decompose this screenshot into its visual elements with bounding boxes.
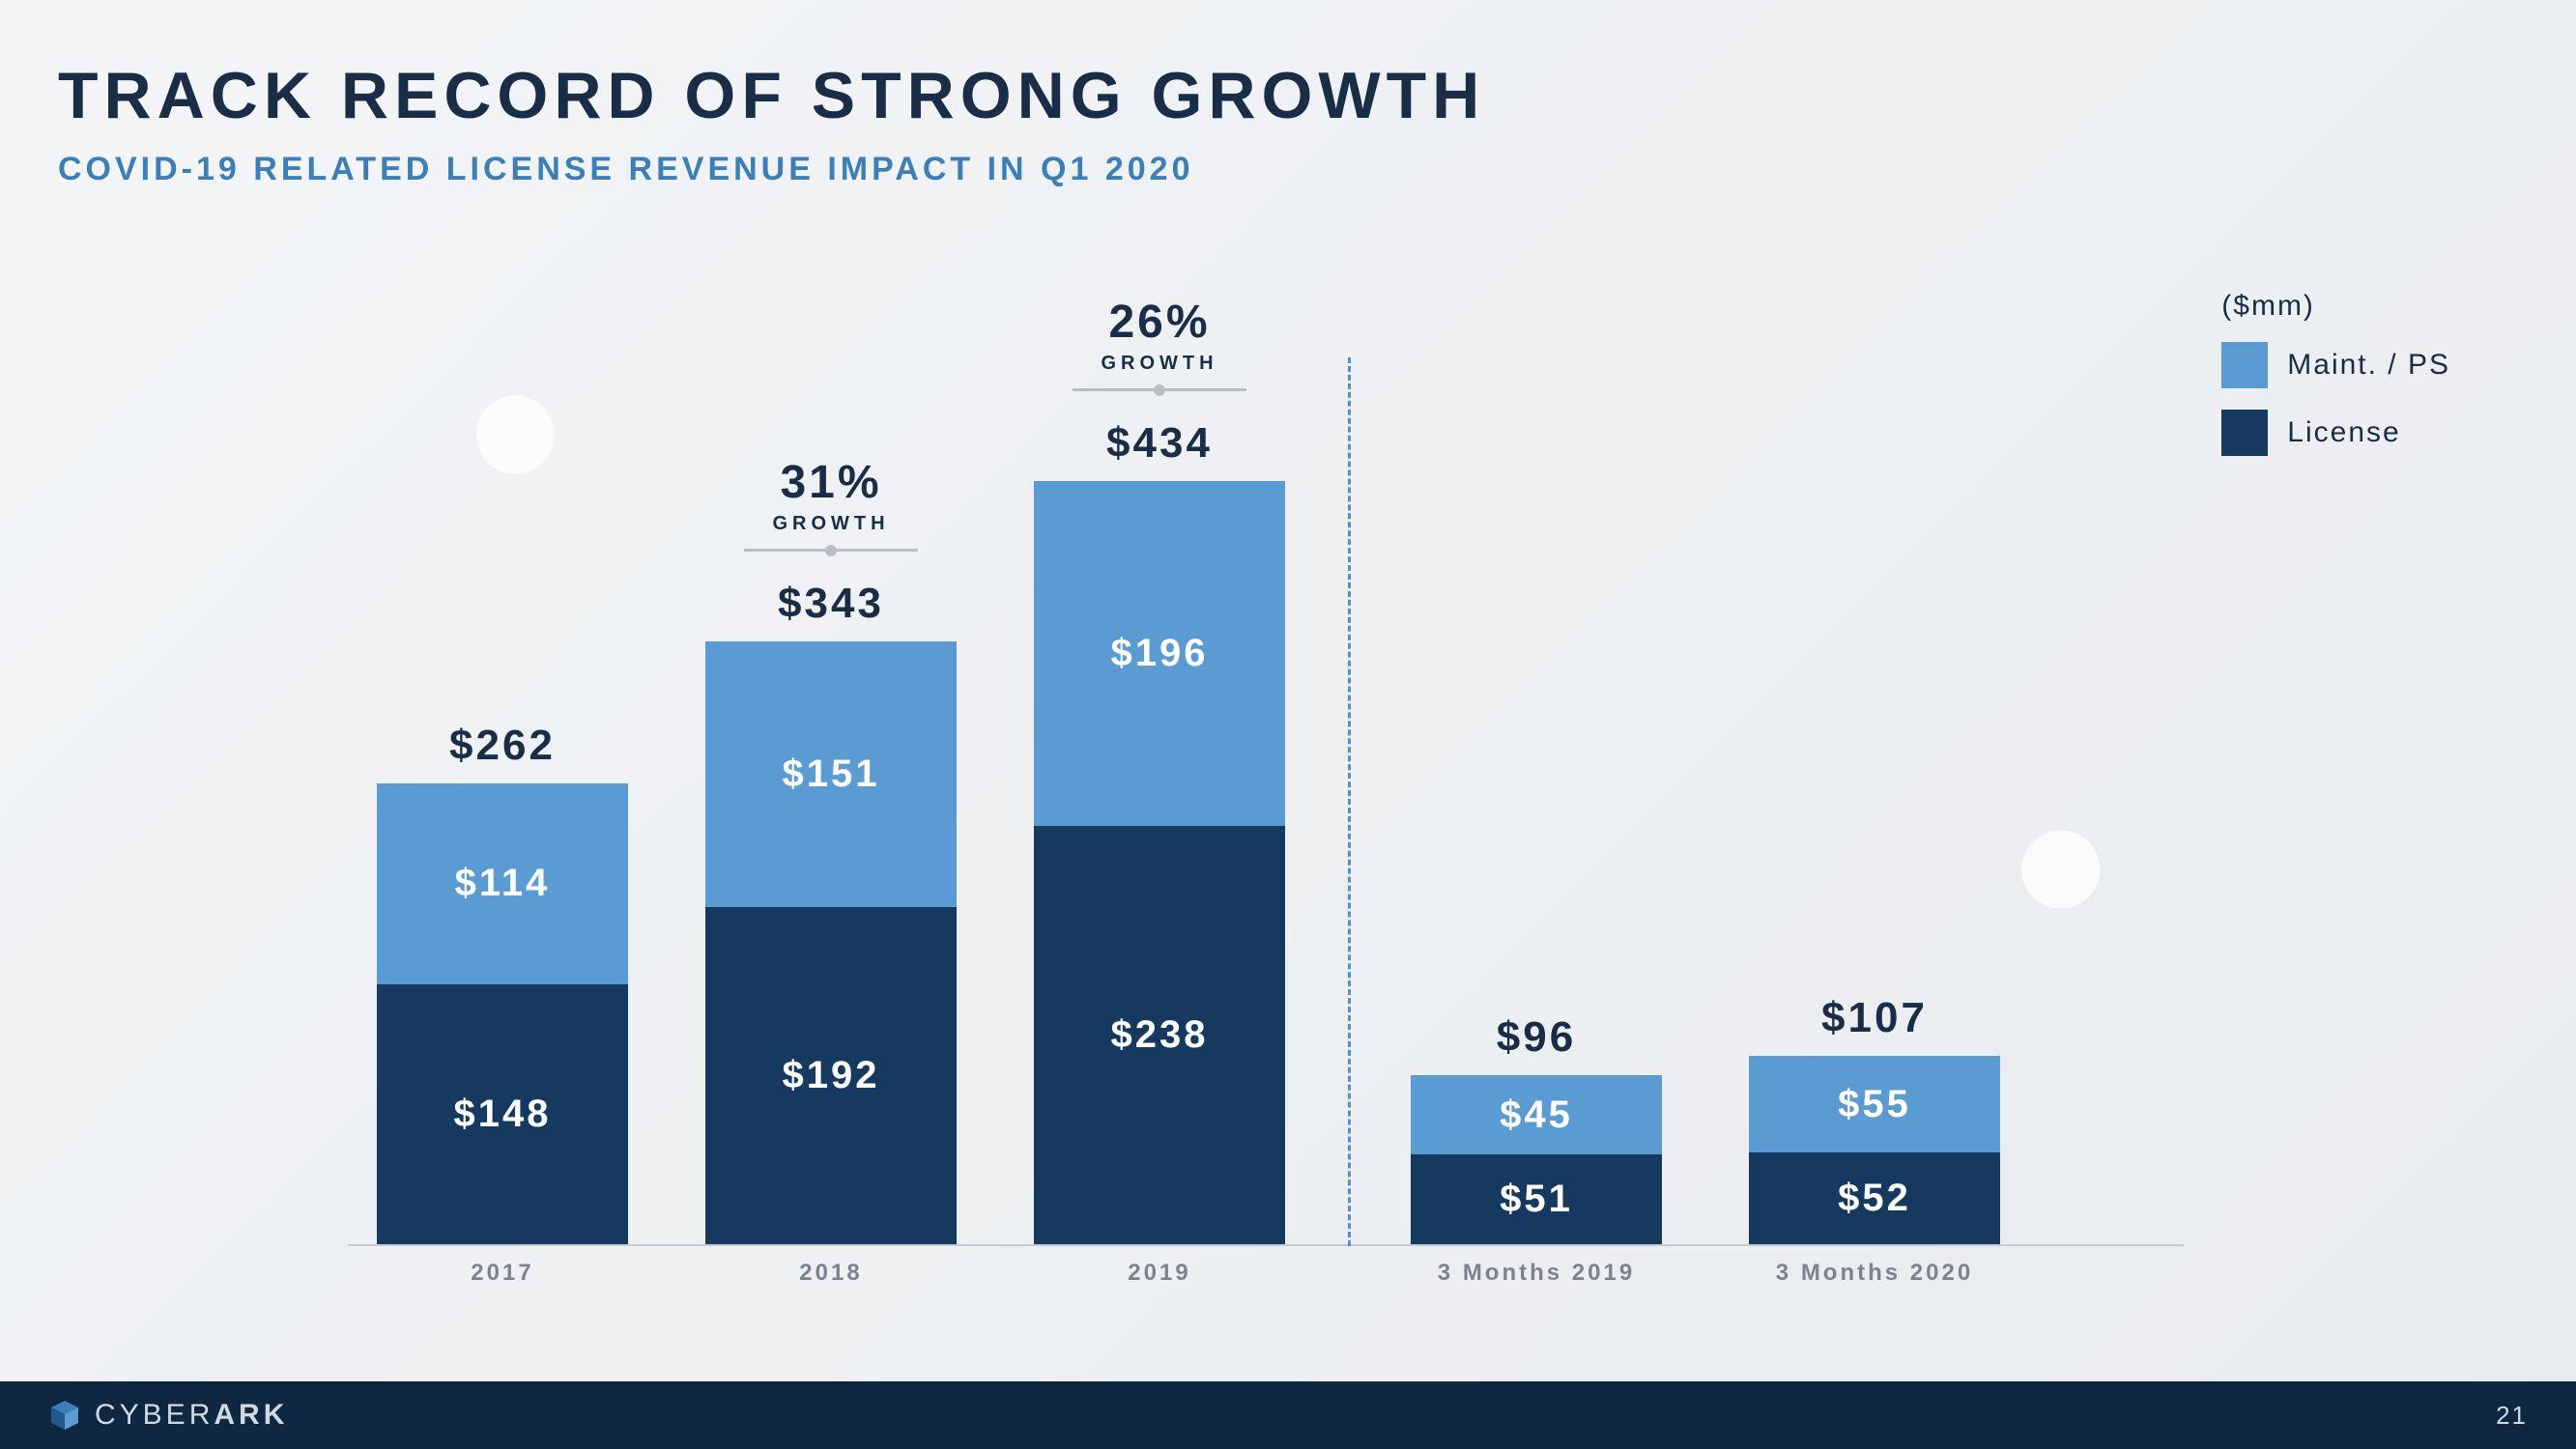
bar-group: $196$238$434 (1034, 481, 1285, 1244)
bar-group: $114$148$262 (377, 783, 628, 1244)
bar-total-label: $434 (1034, 419, 1285, 468)
growth-callout: 31% GROWTH (744, 456, 918, 564)
chart-plot: $114$148$262$151$192$343$196$238$434$45$… (348, 280, 2184, 1246)
bar-total-label: $262 (377, 722, 628, 770)
legend-unit-label: ($mm) (2221, 290, 2450, 323)
bar-total-label: $343 (705, 580, 957, 628)
page-number: 21 (2496, 1401, 2528, 1431)
bar-group: $55$52$107 (1749, 1056, 2000, 1244)
group-divider (1348, 357, 1351, 1246)
chart-legend: ($mm) Maint. / PS License (2221, 290, 2450, 477)
slide-title: TRACK RECORD OF STRONG GROWTH (58, 58, 2518, 133)
bar-segment-license: $51 (1411, 1154, 1662, 1244)
bar-total-label: $107 (1749, 994, 2000, 1042)
brand-text: CYBERARK (95, 1399, 288, 1432)
growth-callout: 26% GROWTH (1073, 296, 1246, 404)
legend-label-maint-ps: Maint. / PS (2287, 349, 2450, 382)
category-label: 3 Months 2020 (1749, 1260, 2000, 1287)
bar-segment-maint-ps: $55 (1749, 1056, 2000, 1152)
legend-item-license: License (2221, 410, 2450, 456)
growth-percent: 26% (1073, 296, 1246, 349)
legend-swatch-license (2221, 410, 2268, 456)
growth-word: GROWTH (744, 513, 918, 535)
growth-connector (744, 545, 918, 564)
bar-segment-license: $192 (705, 907, 957, 1244)
bar-group: $151$192$343 (705, 641, 957, 1244)
bar-segment-license: $52 (1749, 1152, 2000, 1244)
bar-group: $45$51$96 (1411, 1075, 1662, 1244)
category-label: 2017 (377, 1260, 628, 1287)
legend-label-license: License (2287, 416, 2400, 449)
growth-percent: 31% (744, 456, 918, 509)
brand-text-left: CYBER (95, 1399, 214, 1431)
bar-segment-maint-ps: $45 (1411, 1075, 1662, 1154)
slide-container: TRACK RECORD OF STRONG GROWTH COVID-19 R… (0, 0, 2576, 1449)
brand-logo: CYBERARK (48, 1399, 288, 1432)
slide-subtitle: COVID-19 RELATED LICENSE REVENUE IMPACT … (58, 151, 2518, 188)
bar-segment-maint-ps: $114 (377, 783, 628, 983)
growth-connector (1073, 384, 1246, 404)
category-label: 2018 (705, 1260, 957, 1287)
bar-segment-maint-ps: $151 (705, 641, 957, 907)
category-label: 2019 (1034, 1260, 1285, 1287)
bar-segment-license: $148 (377, 984, 628, 1244)
cube-icon (48, 1399, 81, 1432)
legend-item-maint-ps: Maint. / PS (2221, 342, 2450, 388)
growth-word: GROWTH (1073, 353, 1246, 375)
chart-area: $114$148$262$151$192$343$196$238$434$45$… (348, 261, 2184, 1304)
bar-segment-maint-ps: $196 (1034, 481, 1285, 826)
slide-footer: CYBERARK 21 (0, 1381, 2576, 1449)
bar-total-label: $96 (1411, 1013, 1662, 1062)
legend-swatch-maint-ps (2221, 342, 2268, 388)
bar-segment-license: $238 (1034, 826, 1285, 1244)
category-label: 3 Months 2019 (1411, 1260, 1662, 1287)
brand-text-right: ARK (214, 1399, 288, 1431)
